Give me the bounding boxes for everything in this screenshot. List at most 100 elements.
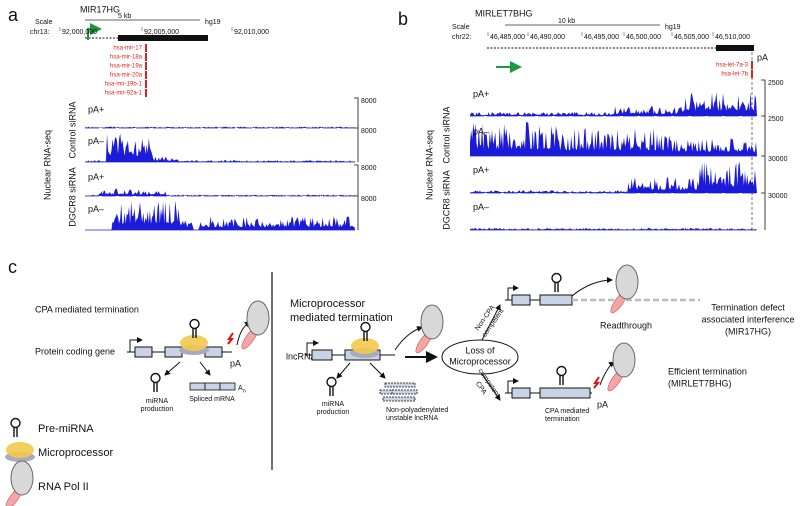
mirna-label: hsa-mir-19a — [110, 64, 143, 70]
coord-label: 46,490,000 — [530, 34, 565, 41]
outcome-label: (MIRLET7BHG) — [668, 378, 732, 388]
gene-label: Protein coding gene — [35, 346, 115, 356]
mirna-mark — [145, 80, 147, 88]
coverage — [85, 133, 355, 162]
track-scale — [354, 97, 359, 128]
track-max: 8000 — [361, 98, 377, 105]
premirna-icon — [556, 365, 567, 386]
track-label: pA+ — [88, 104, 104, 114]
scale-label: Scale — [452, 24, 470, 31]
coverage — [85, 126, 355, 128]
exon — [164, 346, 183, 358]
legend-label: RNA Pol II — [38, 481, 89, 493]
coord-label: 46,500,000 — [626, 34, 661, 41]
tss-arrow — [129, 337, 143, 352]
panel-label: a — [8, 5, 19, 25]
track-max: 2500 — [768, 116, 784, 123]
exon — [134, 346, 153, 358]
track-label: pA– — [473, 202, 489, 212]
coord-label: 46,495,000 — [584, 34, 619, 41]
mirna-mark — [145, 71, 147, 79]
microprocessor-icon — [179, 335, 209, 355]
mirna-label: production — [141, 406, 174, 413]
exon — [539, 294, 573, 306]
scale-label: Scale — [35, 19, 53, 26]
track-max: 2500 — [768, 80, 784, 87]
polya: A — [238, 385, 243, 392]
polii-icon — [2, 460, 34, 506]
polya-sub: n — [243, 388, 246, 394]
mirna-label: hsa-mir-92a-1 — [105, 91, 143, 97]
polii-icon — [412, 304, 444, 356]
coverage — [470, 91, 757, 116]
polii-icon — [607, 264, 639, 316]
arrow — [394, 326, 423, 351]
group-label: Control siRNA — [441, 106, 451, 163]
arrow — [481, 304, 501, 341]
mirna-label: hsa-let-7a-3 — [716, 63, 749, 69]
coverage — [470, 161, 757, 193]
premirna-icon — [150, 372, 161, 393]
chrom: chr13: — [30, 29, 50, 36]
exon — [219, 382, 236, 391]
track-label: pA– — [88, 204, 104, 214]
cleavage-mark — [227, 332, 235, 345]
tss-arrow — [87, 23, 102, 40]
chrom: chr22: — [452, 34, 472, 41]
exon — [204, 382, 221, 391]
mrna-label: Spliced mRNA — [189, 396, 235, 403]
legend-label: Microprocessor — [38, 447, 114, 459]
track-max: 30000 — [768, 156, 788, 163]
track-label: pA– — [88, 136, 104, 146]
track-label: pA+ — [88, 172, 104, 182]
premirna-icon — [551, 272, 562, 293]
y-axis-label: Nuclear RNA-seq — [424, 130, 434, 200]
outcome-label: Termination defect — [711, 302, 785, 312]
section-title: CPA mediated termination — [35, 304, 139, 314]
exon — [189, 382, 206, 391]
coord-label: 92,000,000 — [62, 29, 97, 36]
cpa-label: termination — [545, 416, 580, 423]
pa-label: pA — [230, 358, 241, 368]
exon — [511, 294, 531, 306]
tss-arrow — [507, 285, 519, 300]
arrow — [199, 361, 211, 376]
track-label: pA+ — [473, 165, 489, 175]
pa-label: pA — [757, 52, 768, 62]
mirna-mark — [145, 53, 147, 61]
coverage — [85, 188, 355, 196]
track-max: 8000 — [361, 128, 377, 135]
mirna-label: hsa-mir-20a — [110, 73, 143, 79]
cpa-label: CPA mediated — [545, 408, 589, 415]
coord-label: 92,010,000 — [234, 29, 269, 36]
polii-icon — [238, 300, 270, 352]
arrow — [369, 362, 386, 379]
unstable-rna — [379, 382, 418, 402]
legend-label: Pre-miRNA — [38, 423, 94, 435]
track-label: pA– — [473, 126, 489, 136]
track-max: 30000 — [768, 193, 788, 200]
exon — [311, 349, 333, 361]
readthrough-label: Readthrough — [600, 320, 652, 330]
track-max: 8000 — [361, 165, 377, 172]
mirna-mark — [145, 44, 147, 52]
gene-title: MIRLET7BHG — [475, 8, 533, 18]
coverage — [470, 227, 757, 230]
mirna-label: hsa-mir-18a — [110, 55, 143, 61]
section-title: Microprocessor — [290, 298, 366, 310]
track-scale — [761, 115, 766, 156]
mirna-label: hsa-mir-19b-1 — [105, 82, 143, 88]
mirna-label: hsa-mir-17 — [113, 46, 142, 52]
coord-label: 46,510,000 — [715, 34, 750, 41]
mirna-mark — [145, 89, 147, 97]
mirna-mark — [751, 70, 753, 78]
track-label: pA+ — [473, 89, 489, 99]
premirna-icon — [10, 417, 21, 438]
outcome-label: (MIR17HG) — [725, 326, 771, 336]
microprocessor-icon — [5, 442, 35, 462]
track-scale — [354, 164, 359, 196]
arrow — [336, 362, 351, 379]
cleavage-mark — [593, 376, 601, 389]
exon — [511, 387, 531, 399]
